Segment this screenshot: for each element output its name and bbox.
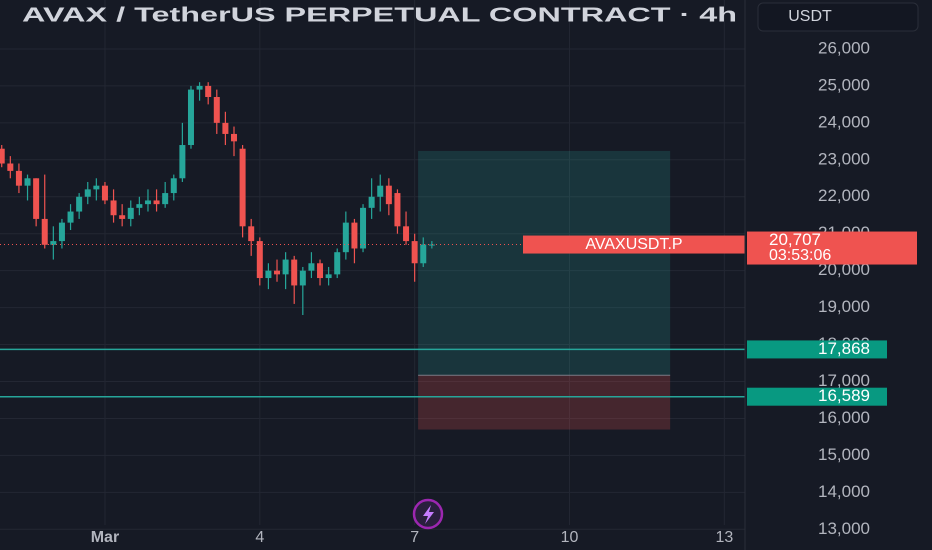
candle-body: [0, 148, 5, 164]
candle-body: [342, 222, 349, 253]
y-tick-label: 15,000: [818, 445, 870, 464]
candle-body: [282, 259, 289, 275]
chart-title: AVAX / TetherUS PERPETUAL CONTRACT · 4h: [22, 4, 737, 26]
candle-body: [274, 270, 281, 275]
hline-badge: [747, 340, 887, 359]
candle-body: [239, 148, 246, 227]
candle-body: [360, 207, 367, 249]
candle-body: [58, 222, 65, 242]
candle-body: [411, 241, 418, 264]
y-tick-label: 13,000: [818, 519, 870, 538]
candle-body: [368, 196, 375, 208]
candle-body: [179, 145, 186, 179]
candle-body: [205, 85, 212, 97]
y-tick-label: 16,000: [818, 408, 870, 427]
candle-body: [24, 178, 31, 186]
candle-body: [50, 241, 57, 245]
candles: [0, 82, 435, 315]
currency-label[interactable]: USDT: [788, 8, 832, 25]
symbol-badge: [523, 235, 745, 254]
hline-label: 17,868: [818, 339, 870, 358]
candle-body: [385, 185, 392, 205]
candle-body: [84, 189, 91, 197]
candle-body: [317, 263, 324, 279]
x-tick-label: 7: [410, 529, 419, 546]
y-tick-label: 24,000: [818, 112, 870, 131]
candle-body: [67, 211, 74, 223]
y-tick-label: 23,000: [818, 149, 870, 168]
candle-body: [394, 193, 401, 227]
x-tick-label: Mar: [91, 529, 119, 546]
candle-body: [33, 178, 40, 219]
candle-body: [127, 207, 134, 219]
candle-body: [230, 133, 237, 142]
x-tick-label: 4: [255, 529, 264, 546]
candle-body: [76, 196, 83, 212]
candle-body: [351, 222, 358, 249]
candle-body: [420, 244, 427, 264]
candle-body: [41, 218, 48, 245]
candle-body: [101, 185, 108, 201]
candle-body: [170, 178, 177, 194]
y-tick-label: 19,000: [818, 297, 870, 316]
candle-body: [153, 200, 160, 205]
candle-body: [291, 259, 298, 286]
y-tick-label: 25,000: [818, 75, 870, 94]
candle-body: [308, 263, 315, 271]
candle-body: [162, 193, 169, 205]
y-tick-label: 20,000: [818, 260, 870, 279]
candle-body: [7, 163, 14, 171]
candle-body: [403, 226, 410, 242]
candle-body: [428, 244, 435, 246]
candle-body: [93, 185, 100, 190]
y-tick-label: 14,000: [818, 482, 870, 501]
candle-body: [248, 226, 255, 242]
candle-body: [377, 185, 384, 197]
y-tick-label: 22,000: [818, 186, 870, 205]
candle-body: [196, 85, 203, 90]
candle-body: [299, 270, 306, 286]
x-tick-label: 13: [715, 529, 733, 546]
currency-button[interactable]: [757, 2, 919, 32]
y-tick-label: 26,000: [818, 38, 870, 57]
last-price-label: 20,707: [769, 230, 821, 249]
candle-body: [110, 200, 117, 216]
candle-body: [334, 252, 341, 275]
symbol-label: AVAXUSDT.P: [585, 236, 682, 253]
candle-body: [265, 270, 272, 279]
position-tool: [418, 150, 671, 430]
lightning-bolt: [423, 505, 434, 524]
y-tick-label: 17,000: [818, 371, 870, 390]
candle-body: [222, 122, 229, 134]
countdown-label: 03:53:06: [769, 247, 831, 264]
loss-zone: [418, 375, 671, 430]
candle-body: [325, 274, 332, 279]
candle-body: [187, 89, 194, 146]
hline-badge: [747, 387, 887, 406]
candle-body: [213, 96, 220, 123]
candle-body: [256, 241, 263, 279]
price-badge: [747, 231, 917, 265]
candle-body: [15, 170, 22, 186]
overlay: AVAXUSDT.P: [0, 235, 745, 398]
candle-body: [136, 204, 143, 208]
hline-label: 16,589: [818, 386, 870, 405]
profit-zone: [418, 150, 671, 376]
candle-body: [144, 200, 151, 205]
x-tick-label: 10: [561, 529, 579, 546]
candle-body: [119, 215, 126, 219]
